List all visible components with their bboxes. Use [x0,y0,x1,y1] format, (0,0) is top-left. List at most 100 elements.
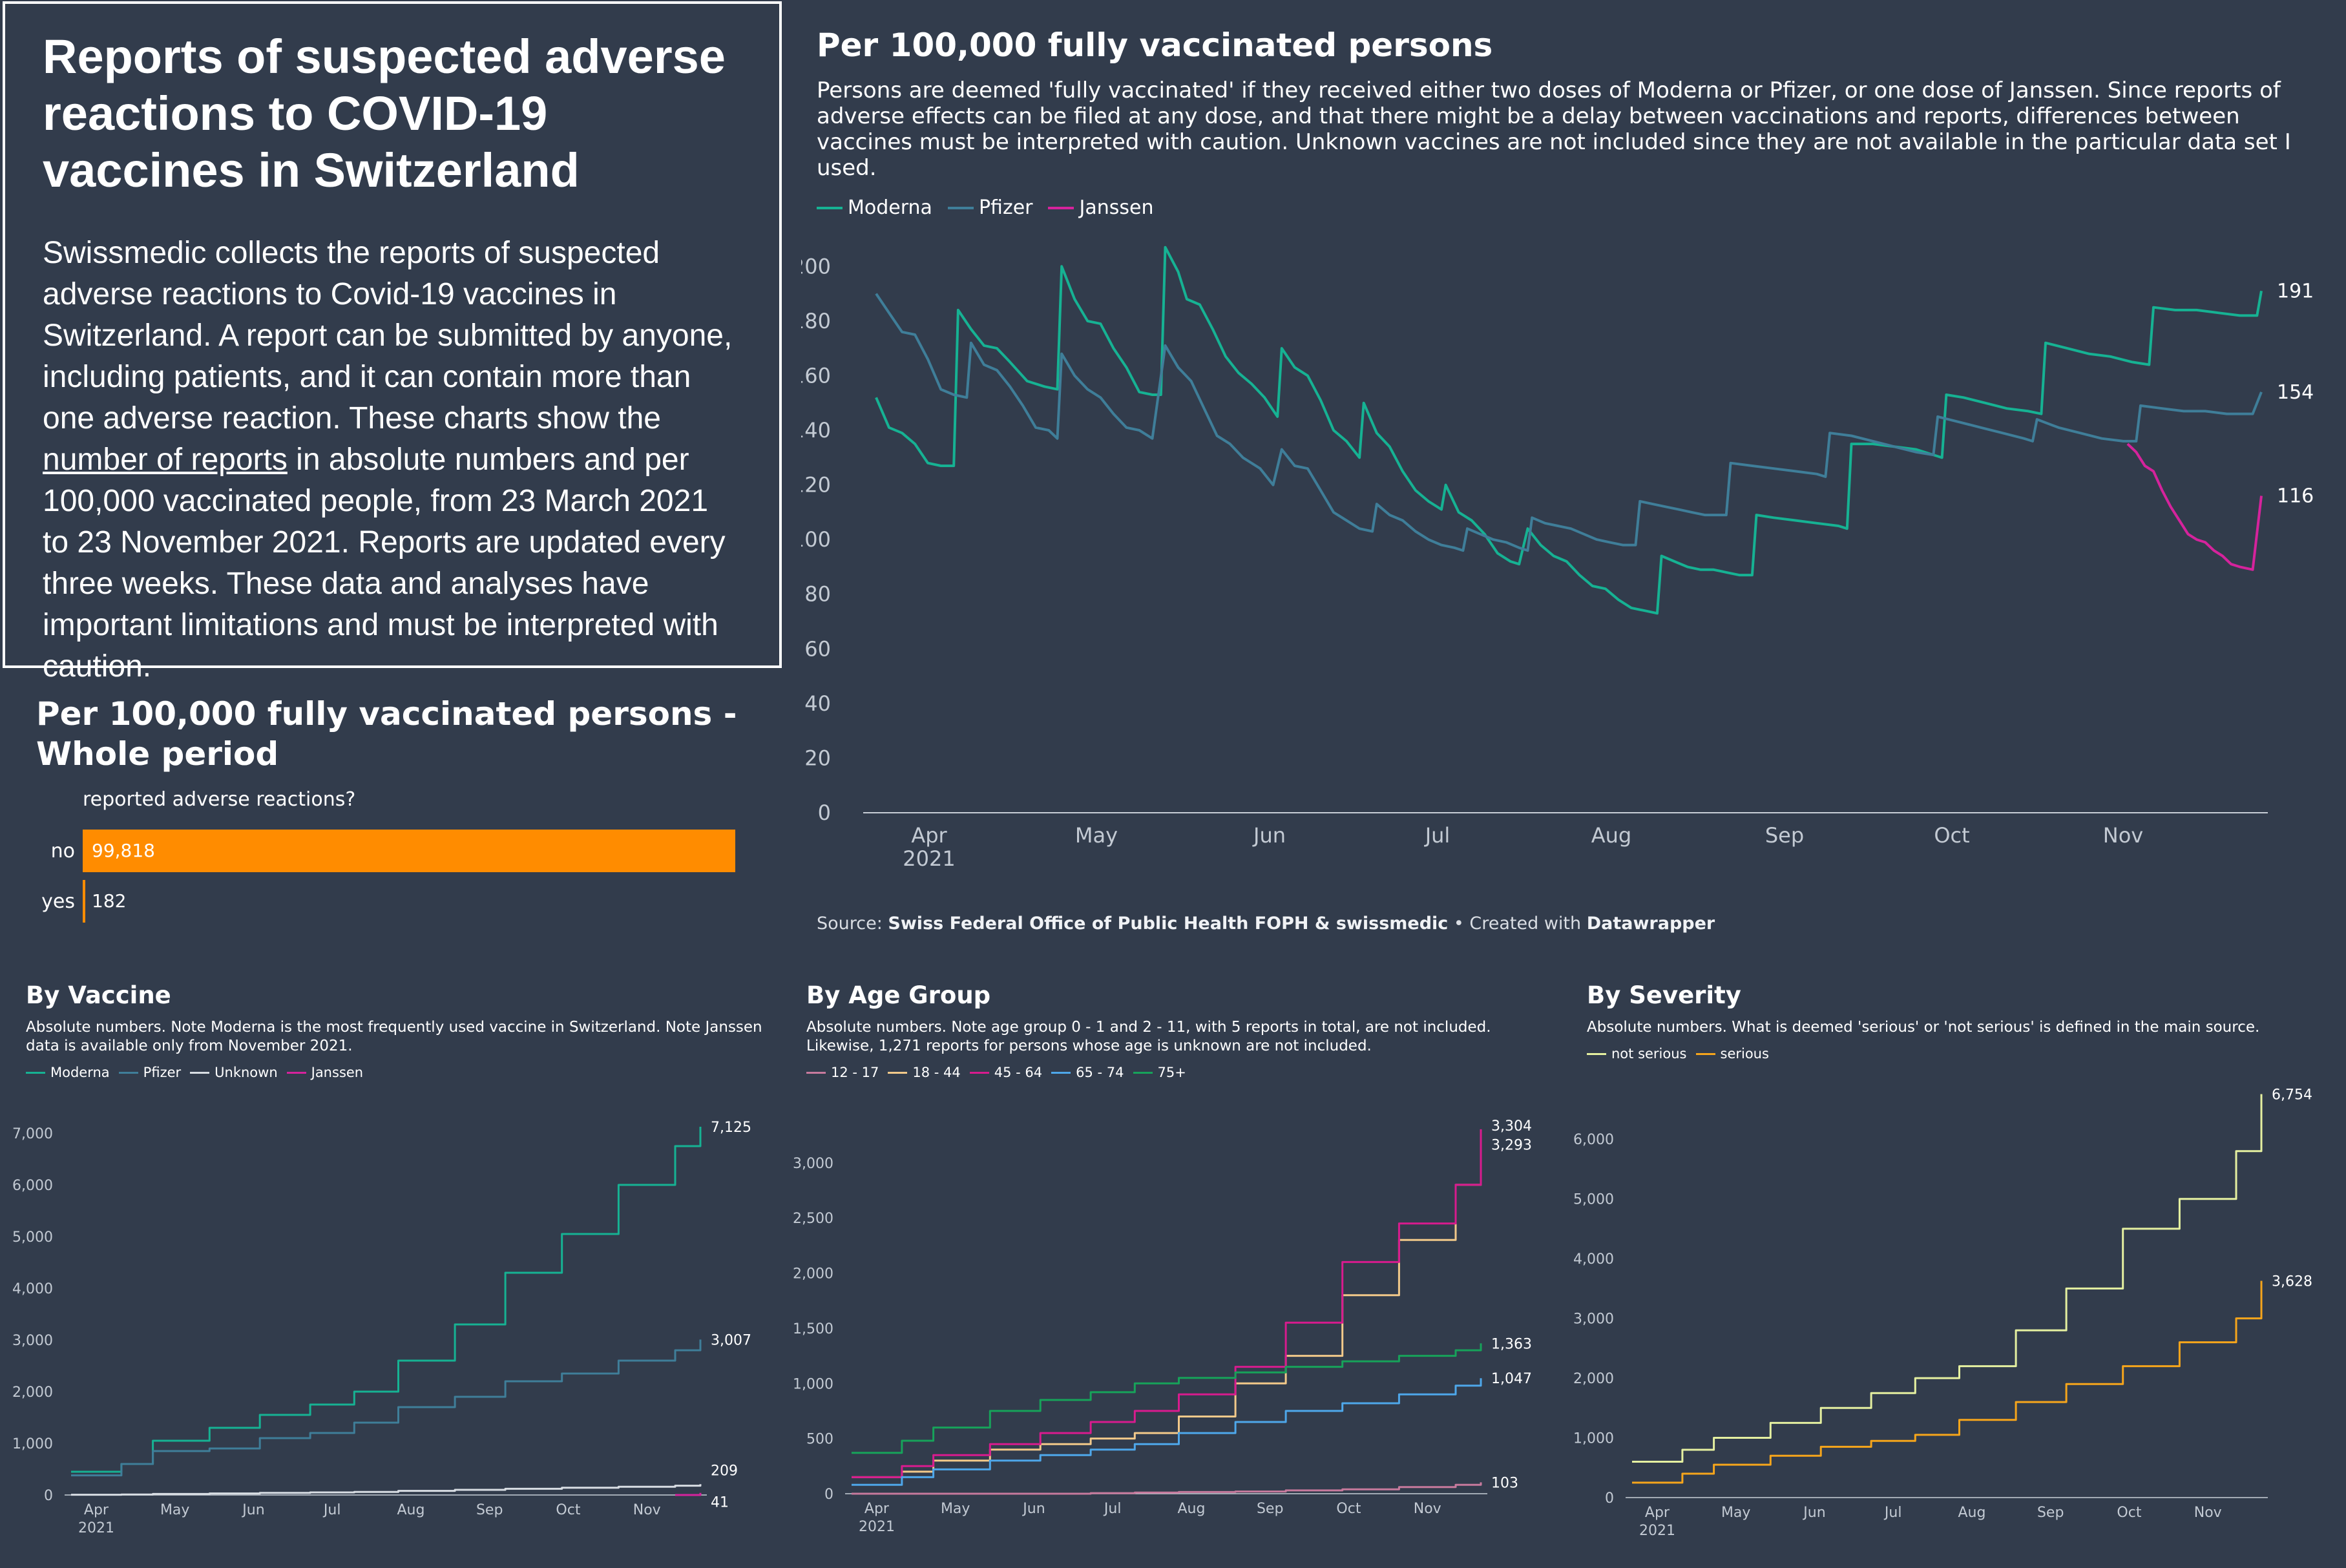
x-tick-label: 2021 [859,1519,895,1535]
y-tick-label: 40 [804,691,831,716]
legend-item-moderna: Moderna [817,196,932,219]
x-tick-label: Nov [633,1502,661,1518]
bar-yes [83,880,85,923]
by-vaccine-panel: By Vaccine Absolute numbers. Note Modern… [26,981,762,1080]
legend-item-18-44: 18 - 44 [888,1065,961,1080]
x-tick-label: Sep [476,1502,503,1518]
legend-swatch [1048,206,1074,209]
legend-swatch [1051,1071,1071,1074]
by-age-legend: 12 - 17 18 - 44 45 - 64 65 - 74 75+ [806,1065,1543,1080]
end-label-unknown: 209 [711,1463,738,1479]
x-tick-label: Jul [322,1502,341,1518]
x-tick-label: Aug [1177,1501,1205,1517]
by-age-title: By Age Group [806,981,991,1009]
legend-item-moderna: Moderna [26,1065,110,1080]
y-tick-label: 6,000 [1574,1132,1614,1148]
bar-category-label: no [50,840,75,862]
y-tick-label: 7,000 [13,1126,53,1142]
legend-swatch [947,206,974,209]
legend-label: Janssen [311,1065,364,1080]
line-unknown [71,1484,702,1496]
y-tick-label: 6,000 [13,1178,53,1194]
x-tick-label: Nov [2194,1505,2222,1521]
end-label-18-44: 3,293 [1491,1138,1532,1154]
by-age-description: Absolute numbers. Note age group 0 - 1 a… [806,1019,1491,1054]
line-12-17 [852,1482,1482,1495]
legend-swatch [1695,1052,1715,1055]
bar-row-no: no 99,818 [36,830,747,872]
legend-item-janssen: Janssen [1048,196,1153,219]
end-label-janssen: 116 [2277,485,2314,507]
source-tool: Datawrapper [1586,914,1715,934]
x-tick-label: Jul [1424,823,1451,848]
x-tick-label: Oct [2117,1505,2141,1521]
x-tick-label: Oct [556,1502,580,1518]
y-tick-label: 200 [801,254,831,278]
y-tick-label: 2,000 [793,1266,833,1282]
legend-item-12-17: 12 - 17 [806,1065,879,1080]
y-tick-label: 4,000 [13,1281,53,1297]
intro-text: Swissmedic collects the reports of suspe… [43,233,742,687]
x-tick-label: May [160,1502,189,1518]
whole-period-title: Per 100,000 fully vaccinated persons - W… [36,695,737,773]
legend-item-janssen: Janssen [286,1065,364,1080]
x-tick-label: Jul [1883,1505,1902,1521]
x-tick-label: Apr [1645,1505,1670,1521]
intro-text-end: in absolute numbers and per 100,000 vacc… [43,443,726,684]
y-tick-label: 0 [44,1488,53,1504]
per100k-panel: Per 100,000 fully vaccinated persons Per… [817,26,2322,219]
line-moderna [875,246,2263,615]
legend-swatch [190,1071,210,1074]
legend-label: 18 - 44 [912,1065,961,1080]
bar-category-label: yes [41,890,75,913]
by-severity-panel: By Severity Absolute numbers. What is de… [1587,981,2323,1061]
end-label-pfizer: 154 [2277,381,2314,404]
intro-text-start: Swissmedic collects the reports of suspe… [43,236,733,435]
x-tick-label: Oct [1336,1501,1361,1517]
x-tick-label: Jun [241,1502,264,1518]
legend-swatch [286,1071,306,1074]
x-tick-label: Nov [1414,1501,1441,1517]
legend-swatch [806,1071,826,1074]
x-tick-label: Aug [1958,1505,1985,1521]
by-severity-legend: not serious serious [1587,1046,2323,1061]
legend-item-pfizer: Pfizer [947,196,1032,219]
legend-swatch [817,206,843,209]
legend-swatch [888,1071,908,1074]
legend-label: Moderna [848,196,932,219]
y-tick-label: 120 [801,473,831,497]
x-tick-label: Aug [1591,823,1631,848]
end-label-65-74: 1,047 [1491,1371,1532,1387]
whole-period-question: reported adverse reactions? [83,788,356,811]
y-tick-label: 20 [804,746,831,770]
number-of-reports-link[interactable]: number of reports [43,443,288,477]
legend-item-65-74: 65 - 74 [1051,1065,1124,1080]
y-tick-label: 4,000 [1574,1251,1614,1268]
x-tick-label: Aug [397,1502,424,1518]
x-tick-label: 2021 [903,846,955,871]
y-tick-label: 2,000 [1574,1371,1614,1387]
by-age-panel: By Age Group Absolute numbers. Note age … [806,981,1543,1080]
x-tick-label: Apr [84,1502,109,1518]
y-tick-label: 1,000 [793,1376,833,1392]
source-name: Swiss Federal Office of Public Health FO… [888,914,1449,934]
y-tick-label: 2,000 [13,1385,53,1401]
end-label-janssen: 41 [711,1495,729,1511]
end-label-not-serious: 6,754 [2272,1087,2312,1103]
legend-label: 65 - 74 [1076,1065,1124,1080]
legend-swatch [118,1071,138,1074]
end-label-moderna: 7,125 [711,1120,751,1136]
line-75 [852,1343,1482,1454]
line-65-74 [852,1378,1482,1486]
legend-item-75: 75+ [1133,1065,1186,1080]
y-tick-label: 1,500 [793,1321,833,1337]
line-not-serious [1632,1094,2263,1463]
bar-row-yes: yes 182 [36,880,747,923]
x-tick-label: May [1075,823,1118,848]
y-tick-label: 160 [801,363,831,388]
end-label-75: 1,363 [1491,1336,1532,1352]
bar-value-label: 99,818 [92,840,155,861]
by-vaccine-description: Absolute numbers. Note Moderna is the mo… [26,1019,762,1054]
end-label-pfizer: 3,007 [711,1332,751,1348]
line-janssen [675,1492,702,1496]
